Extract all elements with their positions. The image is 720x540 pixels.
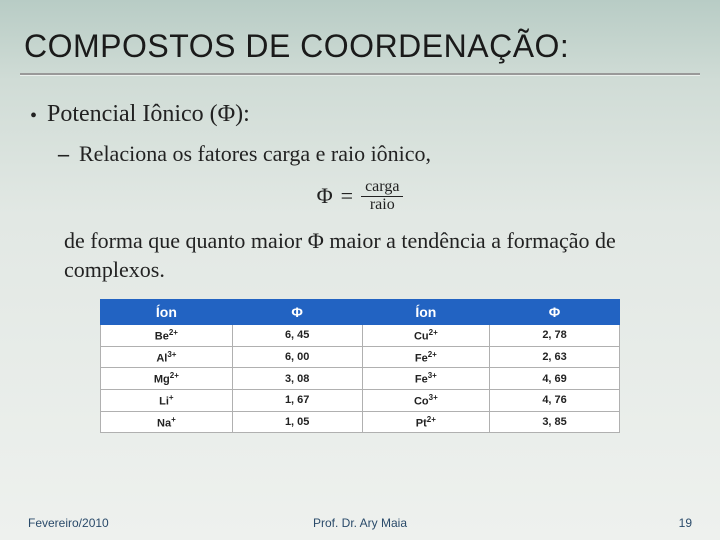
- footer-date: Fevereiro/2010: [28, 516, 109, 530]
- table-row: Al3+6, 00Fe2+2, 63: [101, 346, 620, 368]
- cell-ion2: Co3+: [362, 389, 490, 411]
- cell-ion1: Na+: [101, 411, 233, 433]
- cell-phi1: 1, 05: [232, 411, 362, 433]
- formula-eq: =: [341, 183, 353, 209]
- table-header-row: Íon Φ Íon Φ: [101, 299, 620, 324]
- bullet-level2: – Relaciona os fatores carga e raio iôni…: [0, 137, 720, 171]
- slide-title: COMPOSTOS DE COORDENAÇÃO:: [0, 0, 720, 73]
- sub1-text: Relaciona os fatores carga e raio iônico…: [79, 141, 431, 167]
- footer-page-number: 19: [679, 516, 692, 530]
- formula-den: raio: [366, 197, 399, 214]
- cell-phi1: 6, 00: [232, 346, 362, 368]
- bullet-dot-icon: •: [30, 101, 37, 131]
- th-phi1: Φ: [232, 299, 362, 324]
- cell-ion2: Fe3+: [362, 368, 490, 390]
- th-ion1: Íon: [101, 299, 233, 324]
- cell-phi1: 1, 67: [232, 389, 362, 411]
- cell-phi1: 6, 45: [232, 324, 362, 346]
- title-divider: [20, 73, 700, 75]
- table-row: Be2+6, 45Cu2+2, 78: [101, 324, 620, 346]
- cell-phi2: 4, 76: [490, 389, 620, 411]
- cell-phi2: 2, 63: [490, 346, 620, 368]
- cell-ion2: Cu2+: [362, 324, 490, 346]
- cell-phi2: 3, 85: [490, 411, 620, 433]
- footer-author: Prof. Dr. Ary Maia: [313, 516, 407, 530]
- cell-ion1: Al3+: [101, 346, 233, 368]
- cell-phi1: 3, 08: [232, 368, 362, 390]
- cell-ion2: Pt2+: [362, 411, 490, 433]
- cell-phi2: 2, 78: [490, 324, 620, 346]
- formula-num: carga: [361, 179, 403, 197]
- bullet-level1: • Potencial Iônico (Φ):: [0, 95, 720, 137]
- th-phi2: Φ: [490, 299, 620, 324]
- cell-ion1: Li+: [101, 389, 233, 411]
- cell-ion1: Mg2+: [101, 368, 233, 390]
- cell-ion1: Be2+: [101, 324, 233, 346]
- cell-ion2: Fe2+: [362, 346, 490, 368]
- formula-phi: Φ: [317, 183, 333, 209]
- slide-footer: Fevereiro/2010 Prof. Dr. Ary Maia 19: [0, 516, 720, 530]
- formula-region: Φ = carga raio: [0, 171, 720, 220]
- bullet1-text: Potencial Iônico (Φ):: [47, 101, 250, 128]
- ionic-potential-table: Íon Φ Íon Φ Be2+6, 45Cu2+2, 78Al3+6, 00F…: [100, 299, 620, 433]
- cell-phi2: 4, 69: [490, 368, 620, 390]
- table-row: Mg2+3, 08Fe3+4, 69: [101, 368, 620, 390]
- th-ion2: Íon: [362, 299, 490, 324]
- formula-fraction: carga raio: [361, 179, 403, 214]
- dash-icon: –: [58, 141, 69, 167]
- table-row: Li+1, 67Co3+4, 76: [101, 389, 620, 411]
- table-row: Na+1, 05Pt2+3, 85: [101, 411, 620, 433]
- continuation-text: de forma que quanto maior Φ maior a tend…: [0, 220, 720, 295]
